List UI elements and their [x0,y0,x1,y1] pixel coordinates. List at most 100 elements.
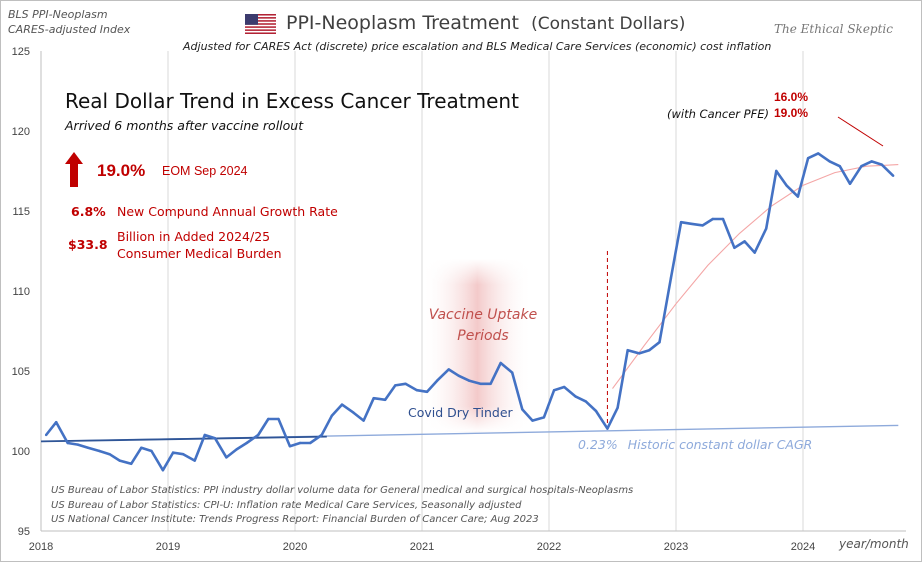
source-line: US National Cancer Institute: Trends Pro… [51,514,539,525]
data-point [563,385,566,389]
headline-sub: Arrived 6 months after vaccine rollout [65,118,304,133]
excess-curve-line [612,164,899,389]
data-point [457,374,460,377]
data-point [425,390,429,393]
burden-value: $33.8 [68,237,108,252]
data-point [372,397,375,400]
pfe-value-1: 16.0% [774,90,809,104]
data-point [690,222,693,225]
source-line: US Bureau of Labor Statistics: CPI-U: In… [51,499,522,511]
data-point [521,408,524,411]
y-tick-label: 100 [12,446,30,458]
chart-subtitle: Adjusted for CARES Act (discrete) price … [183,40,772,53]
data-point [531,419,534,422]
data-point [511,371,514,374]
data-point [542,416,546,419]
data-point [848,182,852,185]
data-point [86,446,90,449]
dry-tinder-label: Covid Dry Tinder [408,405,513,420]
source-label-left: BLS PPI-Neoplasm CARES-adjusted Index [8,7,130,37]
data-point [330,414,333,417]
data-point [352,411,355,414]
data-point [182,453,185,456]
burden-label-line2: Consumer Medical Burden [117,246,282,261]
data-point [467,379,471,382]
data-point [225,456,228,459]
source-label-line1: BLS PPI-Neoplasm [8,8,108,21]
cagr-label: New Compund Annual Growth Rate [117,204,338,219]
data-point [711,217,714,221]
data-point [828,160,831,163]
data-point [880,163,883,166]
data-point [753,251,756,254]
x-tick-label: 2023 [664,541,688,553]
data-point [118,459,121,462]
chart-title-main: PPI-Neoplasm Treatment [286,12,520,34]
data-point [309,441,312,445]
data-point [616,406,619,409]
chart-title-suffix: (Constant Dollars) [531,14,686,34]
pfe-label: (with Cancer PFE) [667,107,769,121]
x-axis-unit: year/month [839,537,909,551]
data-point [245,441,248,445]
data-point [775,169,778,173]
data-point [150,449,153,453]
data-point [860,165,863,168]
data-point [606,427,609,430]
y-tick-label: 105 [12,366,30,378]
pre-trend-line [40,435,327,443]
x-tick-label: 2019 [156,541,180,553]
vaccine-uptake-label: Vaccine Uptake Periods [425,305,541,347]
source-line: US Bureau of Labor Statistics: PPI indus… [51,485,634,496]
data-point [140,446,143,449]
data-point [235,448,238,451]
data-point [743,240,746,243]
data-point [193,459,196,462]
x-tick-label: 2021 [410,541,434,553]
eom-label: EOM Sep 2024 [162,164,248,178]
data-point [838,165,841,168]
burden-label: Billion in Added 2024/25 Consumer Medica… [117,228,282,262]
data-point [257,433,260,437]
data-point [701,224,704,227]
data-point [806,157,810,160]
data-point [658,341,661,344]
data-point [765,227,768,230]
data-point [44,433,48,437]
y-tick-label: 115 [12,206,30,218]
up-arrow-icon [65,152,83,187]
x-tick-label: 2022 [537,541,561,553]
x-tick-label: 2024 [791,541,815,553]
x-tick-label: 2020 [283,541,307,553]
data-point [267,417,270,421]
data-point [415,389,419,392]
data-point [384,398,387,401]
data-point [340,403,344,406]
data-point [574,395,577,398]
brand-watermark: The Ethical Skeptic [774,22,893,36]
vaccine-band-fade [422,259,533,432]
data-point [785,184,788,187]
historic-cagr-text: Historic constant dollar CAGR [627,437,813,452]
data-point [76,443,80,446]
source-label-line2: CARES-adjusted Index [8,23,131,36]
data-point [161,469,165,472]
data-point [733,246,736,249]
data-point [288,445,292,448]
data-point [594,409,598,413]
data-point [669,277,673,280]
data-point [362,419,365,422]
y-tick-label: 110 [12,286,30,298]
data-point [638,352,641,355]
data-point [55,421,58,424]
chart-title: PPI-Neoplasm Treatment (Constant Dollars… [286,12,685,34]
data-point [320,433,323,437]
data-point [489,382,492,385]
us-flag-icon [245,14,276,34]
data-point [626,349,629,352]
vaccine-uptake-line1: Vaccine Uptake [428,307,538,323]
data-point [447,368,450,371]
data-point [203,433,206,437]
pfe-value-2: 19.0% [774,106,809,120]
x-tick-label: 2018 [29,541,53,553]
